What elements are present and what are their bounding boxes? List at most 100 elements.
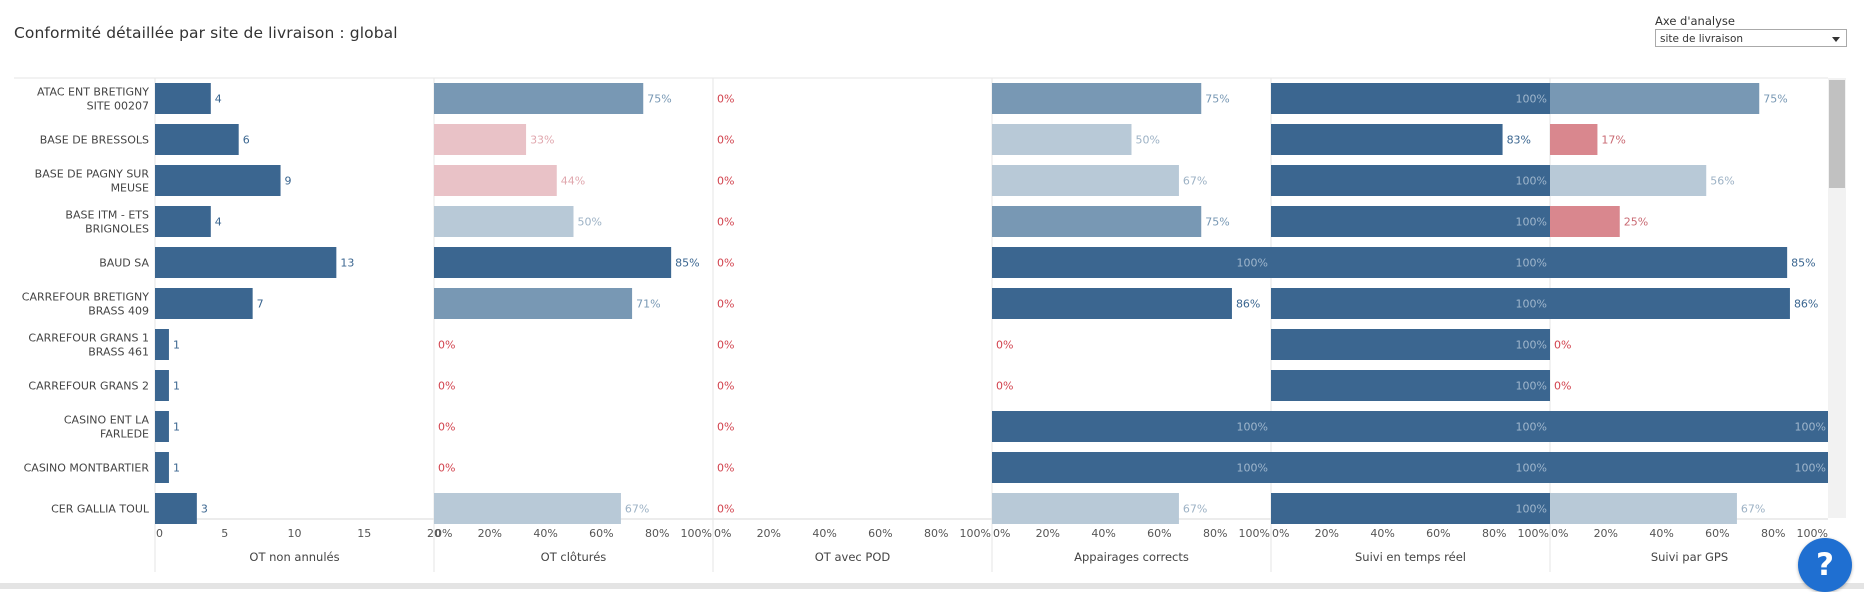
- data-label: 100%: [1237, 462, 1268, 475]
- tick-label: 15: [357, 527, 371, 540]
- bar: [992, 493, 1179, 524]
- data-label: 100%: [1516, 503, 1547, 516]
- data-label: 1: [173, 421, 180, 434]
- data-label: 1: [173, 339, 180, 352]
- data-label: 100%: [1516, 421, 1547, 434]
- data-label: 67%: [1741, 503, 1765, 516]
- data-label: 100%: [1795, 462, 1826, 475]
- data-label: 3: [201, 503, 208, 516]
- tick-label: 20: [427, 527, 441, 540]
- bottom-divider: [0, 583, 1864, 589]
- tick-label: 10: [288, 527, 302, 540]
- data-label: 100%: [1516, 380, 1547, 393]
- data-label: 1: [173, 380, 180, 393]
- data-label: 0%: [996, 380, 1013, 393]
- tick-label: 60%: [1705, 527, 1729, 540]
- data-label: 71%: [636, 298, 660, 311]
- data-label: 0%: [438, 339, 455, 352]
- bar: [434, 124, 527, 155]
- tick-label: 80%: [1203, 527, 1227, 540]
- data-label: 75%: [647, 93, 671, 106]
- data-label: 0%: [717, 421, 734, 434]
- help-button[interactable]: ?: [1798, 538, 1852, 592]
- bar: [1271, 452, 1550, 483]
- category-label: BRASS 461: [88, 346, 149, 359]
- tick-label: 40%: [1091, 527, 1115, 540]
- category-label: MEUSE: [111, 182, 149, 195]
- tick-label: 20%: [757, 527, 781, 540]
- bar: [1271, 247, 1550, 278]
- tick-label: 60%: [1147, 527, 1171, 540]
- bar: [1550, 411, 1829, 442]
- tick-label: 60%: [868, 527, 892, 540]
- tick-label: 40%: [812, 527, 836, 540]
- bar: [155, 206, 211, 237]
- data-label: 85%: [1791, 257, 1815, 270]
- data-label: 75%: [1763, 93, 1787, 106]
- tick-label: 100%: [960, 527, 991, 540]
- analysis-axis-select[interactable]: site de livraison: [1655, 29, 1847, 47]
- bar: [992, 288, 1232, 319]
- axis-title: Appairages corrects: [1074, 550, 1189, 564]
- tick-label: 40%: [1370, 527, 1394, 540]
- data-label: 9: [285, 175, 292, 188]
- data-label: 75%: [1205, 216, 1229, 229]
- bar: [992, 452, 1271, 483]
- data-label: 0%: [717, 339, 734, 352]
- tick-label: 0%: [435, 527, 452, 540]
- bar: [155, 329, 169, 360]
- tick-label: 100%: [1518, 527, 1549, 540]
- data-label: 50%: [1136, 134, 1160, 147]
- bar: [434, 206, 574, 237]
- data-label: 67%: [1183, 175, 1207, 188]
- bar: [1550, 83, 1760, 114]
- data-label: 7: [257, 298, 264, 311]
- bar: [1271, 370, 1550, 401]
- category-label: CASINO ENT LA: [64, 414, 150, 427]
- data-label: 0%: [438, 380, 455, 393]
- scrollbar-thumb[interactable]: [1829, 80, 1845, 188]
- data-label: 0%: [717, 257, 734, 270]
- category-label: CARREFOUR GRANS 1: [28, 332, 149, 345]
- data-label: 86%: [1794, 298, 1818, 311]
- bar: [1550, 452, 1829, 483]
- category-label: ATAC ENT BRETIGNY: [37, 86, 149, 99]
- data-label: 0%: [1554, 380, 1571, 393]
- data-label: 100%: [1516, 93, 1547, 106]
- chevron-down-icon: [1832, 37, 1840, 42]
- data-label: 100%: [1516, 462, 1547, 475]
- bar: [155, 411, 169, 442]
- data-label: 0%: [1554, 339, 1571, 352]
- bar: [1550, 124, 1598, 155]
- scrollbar-track[interactable]: [1828, 78, 1846, 518]
- tick-label: 60%: [1426, 527, 1450, 540]
- analysis-axis-filter: Axe d'analyse site de livraison: [1655, 14, 1847, 47]
- data-label: 0%: [717, 134, 734, 147]
- tick-label: 20%: [1315, 527, 1339, 540]
- bar: [155, 288, 253, 319]
- axis-title: OT non annulés: [249, 550, 339, 564]
- tick-label: 80%: [645, 527, 669, 540]
- data-label: 100%: [1237, 421, 1268, 434]
- bar: [434, 165, 557, 196]
- data-label: 0%: [717, 503, 734, 516]
- data-label: 85%: [675, 257, 699, 270]
- data-label: 0%: [438, 421, 455, 434]
- axis-title: Suivi en temps réel: [1355, 550, 1466, 564]
- tick-label: 100%: [1239, 527, 1270, 540]
- tick-label: 0%: [714, 527, 731, 540]
- data-label: 100%: [1237, 257, 1268, 270]
- data-label: 83%: [1507, 134, 1531, 147]
- data-label: 100%: [1516, 298, 1547, 311]
- category-label: BAUD SA: [99, 257, 149, 270]
- category-label: BRASS 409: [88, 305, 149, 318]
- data-label: 25%: [1624, 216, 1648, 229]
- bar: [434, 493, 621, 524]
- data-label: 33%: [530, 134, 554, 147]
- data-label: 0%: [717, 380, 734, 393]
- bar: [1550, 247, 1788, 278]
- tick-label: 40%: [533, 527, 557, 540]
- bar: [1271, 206, 1550, 237]
- category-label: BASE DE PAGNY SUR: [35, 168, 150, 181]
